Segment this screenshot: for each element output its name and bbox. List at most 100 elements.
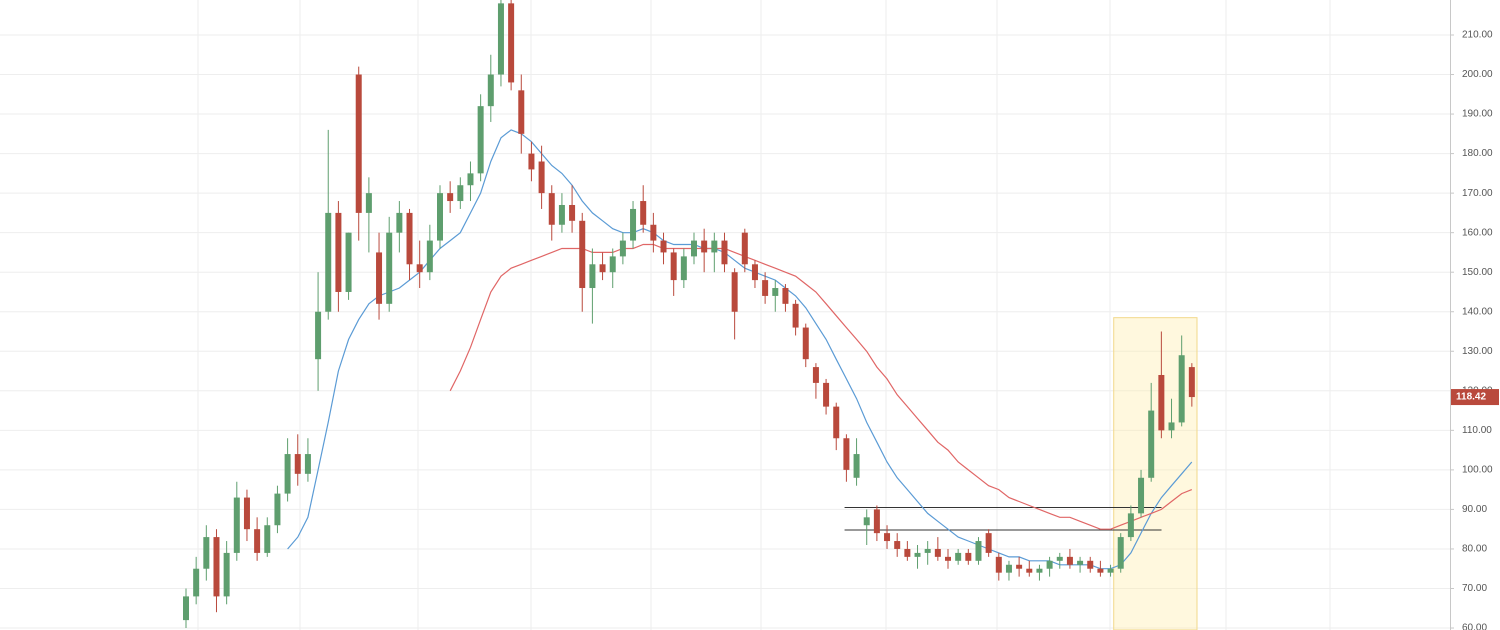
- candle-body: [386, 232, 393, 304]
- candle-body: [447, 193, 454, 202]
- candle-body: [294, 454, 301, 474]
- candle-body: [1127, 513, 1134, 538]
- candle-body: [193, 568, 200, 597]
- candle-body: [904, 548, 911, 557]
- candle-body: [701, 240, 708, 253]
- candle-body: [1107, 568, 1114, 573]
- candle-body: [823, 382, 830, 407]
- candle-body: [437, 193, 443, 241]
- candle-body: [914, 552, 921, 557]
- candle-body: [873, 509, 880, 534]
- candle-body: [264, 525, 271, 553]
- candle-body: [985, 533, 992, 553]
- y-tick-label: 80.00: [1462, 544, 1487, 555]
- candle-body: [965, 552, 972, 561]
- y-tick-label: 90.00: [1462, 504, 1487, 515]
- y-tick-label: 130.00: [1462, 346, 1493, 357]
- candle-body: [426, 240, 433, 273]
- candle-body: [691, 240, 697, 257]
- candle-body: [853, 454, 860, 478]
- candle-body: [487, 74, 494, 107]
- candle-body: [1077, 560, 1084, 565]
- candle-body: [1148, 410, 1155, 478]
- candle-body: [457, 185, 464, 202]
- y-tick-label: 100.00: [1462, 465, 1493, 476]
- candle-body: [975, 541, 982, 561]
- y-tick-label: 110.00: [1462, 425, 1492, 436]
- candle-body: [1036, 568, 1043, 573]
- candle-body: [1046, 560, 1053, 569]
- candle-body: [599, 264, 606, 273]
- candle-body: [548, 193, 555, 225]
- candle-body: [254, 529, 261, 553]
- candle-body: [945, 556, 951, 561]
- y-tick-label: 190.00: [1462, 109, 1493, 120]
- candle-body: [782, 288, 789, 304]
- candle-body: [934, 548, 941, 557]
- y-tick-label: 160.00: [1462, 227, 1493, 238]
- candle-body: [762, 280, 769, 296]
- candle-body: [183, 596, 189, 621]
- moving-average-line: [287, 129, 1193, 570]
- candle-body: [325, 212, 332, 312]
- candle-body: [579, 220, 586, 289]
- candle-body: [1178, 355, 1185, 423]
- candle-body: [741, 232, 748, 265]
- candle-body: [1117, 537, 1124, 569]
- y-tick-label: 170.00: [1462, 188, 1493, 199]
- y-tick-label: 60.00: [1462, 623, 1487, 630]
- candle-body: [792, 303, 799, 328]
- candle-body: [660, 240, 667, 253]
- candle-body: [924, 548, 931, 553]
- last-price-label: 118.42: [1456, 392, 1486, 403]
- y-tick-label: 200.00: [1462, 69, 1493, 80]
- candle-body: [1158, 374, 1165, 431]
- candle-body: [812, 367, 819, 383]
- candle-body: [833, 406, 840, 439]
- candle-body: [894, 541, 901, 549]
- candle-body: [315, 311, 322, 360]
- candle-body: [376, 252, 383, 304]
- candle-body: [538, 161, 545, 194]
- candle-body: [284, 454, 291, 494]
- candle-body: [1066, 556, 1073, 565]
- candle-body: [406, 212, 413, 265]
- candle-body: [640, 201, 647, 225]
- y-tick-label: 210.00: [1462, 30, 1493, 41]
- candle-body: [223, 552, 230, 597]
- candle-body: [1097, 568, 1104, 573]
- candle-body: [304, 454, 311, 474]
- candle-body: [619, 240, 626, 257]
- candle-body: [609, 256, 616, 273]
- candle-body: [630, 208, 637, 241]
- candle-body: [731, 272, 738, 312]
- candle-body: [589, 264, 596, 289]
- candle-body: [843, 438, 850, 470]
- candle-body: [467, 173, 474, 186]
- candle-body: [345, 232, 352, 292]
- candle-body: [751, 264, 758, 281]
- candle-body: [497, 3, 504, 75]
- candle-body: [335, 212, 342, 292]
- candle-body: [1026, 568, 1033, 573]
- y-tick-label: 150.00: [1462, 267, 1493, 278]
- candle-body: [1016, 564, 1023, 569]
- candle-body: [508, 3, 515, 83]
- y-tick-label: 180.00: [1462, 148, 1493, 159]
- candle-body: [243, 497, 250, 530]
- candle-body: [802, 327, 809, 360]
- candle-body: [995, 556, 1002, 573]
- candle-body: [721, 240, 728, 265]
- last-price-marker: [1451, 389, 1499, 406]
- candle-body: [274, 493, 281, 526]
- moving-average-line: [449, 243, 1193, 530]
- candle-body: [772, 288, 779, 296]
- candle-body: [955, 552, 962, 561]
- candle-body: [711, 240, 718, 253]
- candle-body: [1087, 560, 1094, 569]
- candle-body: [518, 90, 525, 134]
- candle-body: [569, 204, 576, 221]
- candle-body: [213, 537, 220, 597]
